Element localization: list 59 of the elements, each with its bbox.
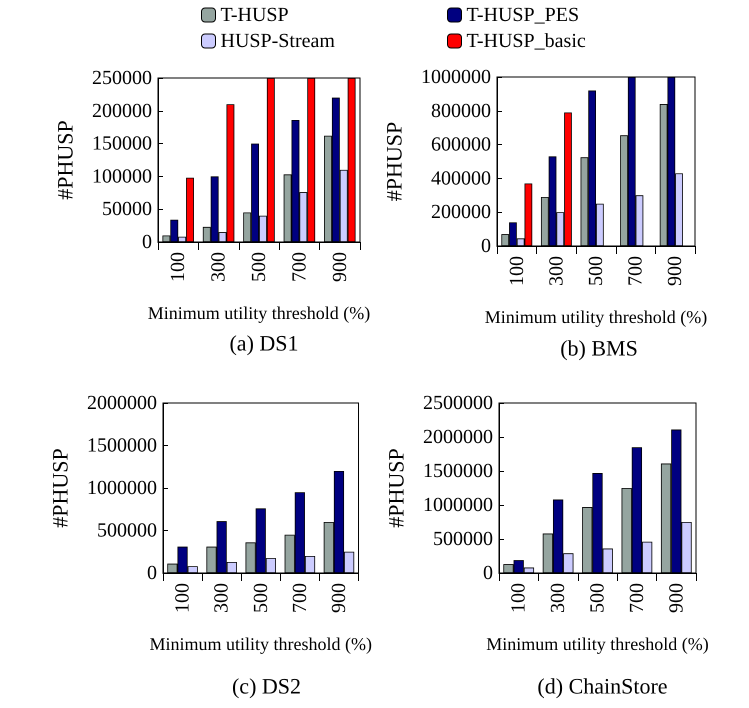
x-tick-label: 900 <box>664 256 686 286</box>
text: (a) DS1 <box>229 330 299 356</box>
y-tick-label: 1000000 <box>421 66 491 88</box>
y-tick-label: 1000000 <box>87 477 157 499</box>
y-tick-label: 800000 <box>431 100 491 122</box>
legend-label: T-HUSP <box>220 4 289 26</box>
x-tick-label: 900 <box>328 252 351 282</box>
y-tick-label: 200000 <box>431 201 491 224</box>
x-axis-title: Minimum utility threshold (%) <box>148 303 370 323</box>
x-tick-label: 900 <box>665 583 688 613</box>
x-tick-label: 500 <box>250 583 272 613</box>
x-tick-label: 100 <box>508 583 530 613</box>
y-tick-label: 1500000 <box>423 460 493 482</box>
y-tick-label: 50000 <box>102 198 152 220</box>
y-tick-label: 1000000 <box>423 494 493 516</box>
x-tick-label: 100 <box>506 256 528 286</box>
y-tick-label: 500000 <box>433 528 493 550</box>
x-tick-label: 500 <box>585 256 607 286</box>
legend-label: HUSP-Stream <box>220 30 336 52</box>
y-tick-label: 400000 <box>431 167 491 190</box>
x-tick-label: 300 <box>210 583 233 613</box>
x-axis-title: Minimum utility threshold (%) <box>150 634 372 654</box>
legend-label: T-HUSP_PES <box>466 4 580 26</box>
x-tick-label: 900 <box>328 583 350 613</box>
x-tick-label: 300 <box>547 583 570 613</box>
x-axis-title: Minimum utility threshold (%) <box>484 307 708 327</box>
y-tick-label: 0 <box>142 231 152 253</box>
y-tick-label: 150000 <box>92 132 152 155</box>
x-tick-label: 300 <box>208 252 230 282</box>
x-tick-label: 100 <box>172 583 194 613</box>
x-axis-title: Minimum utility threshold (%) <box>486 634 709 654</box>
y-tick-label: 250000 <box>92 67 152 89</box>
text: (c) DS2 <box>232 674 302 698</box>
y-tick-label: 100000 <box>92 165 152 188</box>
x-tick-label: 700 <box>288 583 311 613</box>
x-tick-label: 700 <box>626 583 648 613</box>
legend-label: T-HUSP_basic <box>466 30 586 52</box>
y-tick-label: 2000000 <box>87 392 157 414</box>
y-tick-label: 600000 <box>431 134 491 156</box>
text: (d) ChainStore <box>537 674 668 698</box>
y-axis-title: #PHUSP <box>48 448 72 528</box>
y-tick-label: 2000000 <box>423 426 493 448</box>
x-tick-label: 500 <box>248 252 270 282</box>
y-axis-title: #PHUSP <box>52 120 78 200</box>
x-tick-label: 500 <box>586 583 608 613</box>
y-tick-label: 0 <box>481 235 491 257</box>
y-tick-label: 1500000 <box>87 434 157 456</box>
y-tick-label: 2500000 <box>423 392 493 414</box>
x-tick-label: 700 <box>288 252 310 282</box>
y-tick-label: 0 <box>483 562 493 584</box>
y-axis-title: #PHUSP <box>384 448 408 528</box>
x-tick-label: 300 <box>545 256 568 286</box>
y-tick-label: 0 <box>147 562 157 584</box>
y-tick-label: 500000 <box>97 520 157 542</box>
y-axis-title: #PHUSP <box>382 122 406 202</box>
y-tick-label: 200000 <box>92 100 152 122</box>
x-tick-label: 700 <box>624 256 647 286</box>
text: (b) BMS <box>560 336 638 360</box>
x-tick-label: 100 <box>167 252 190 282</box>
